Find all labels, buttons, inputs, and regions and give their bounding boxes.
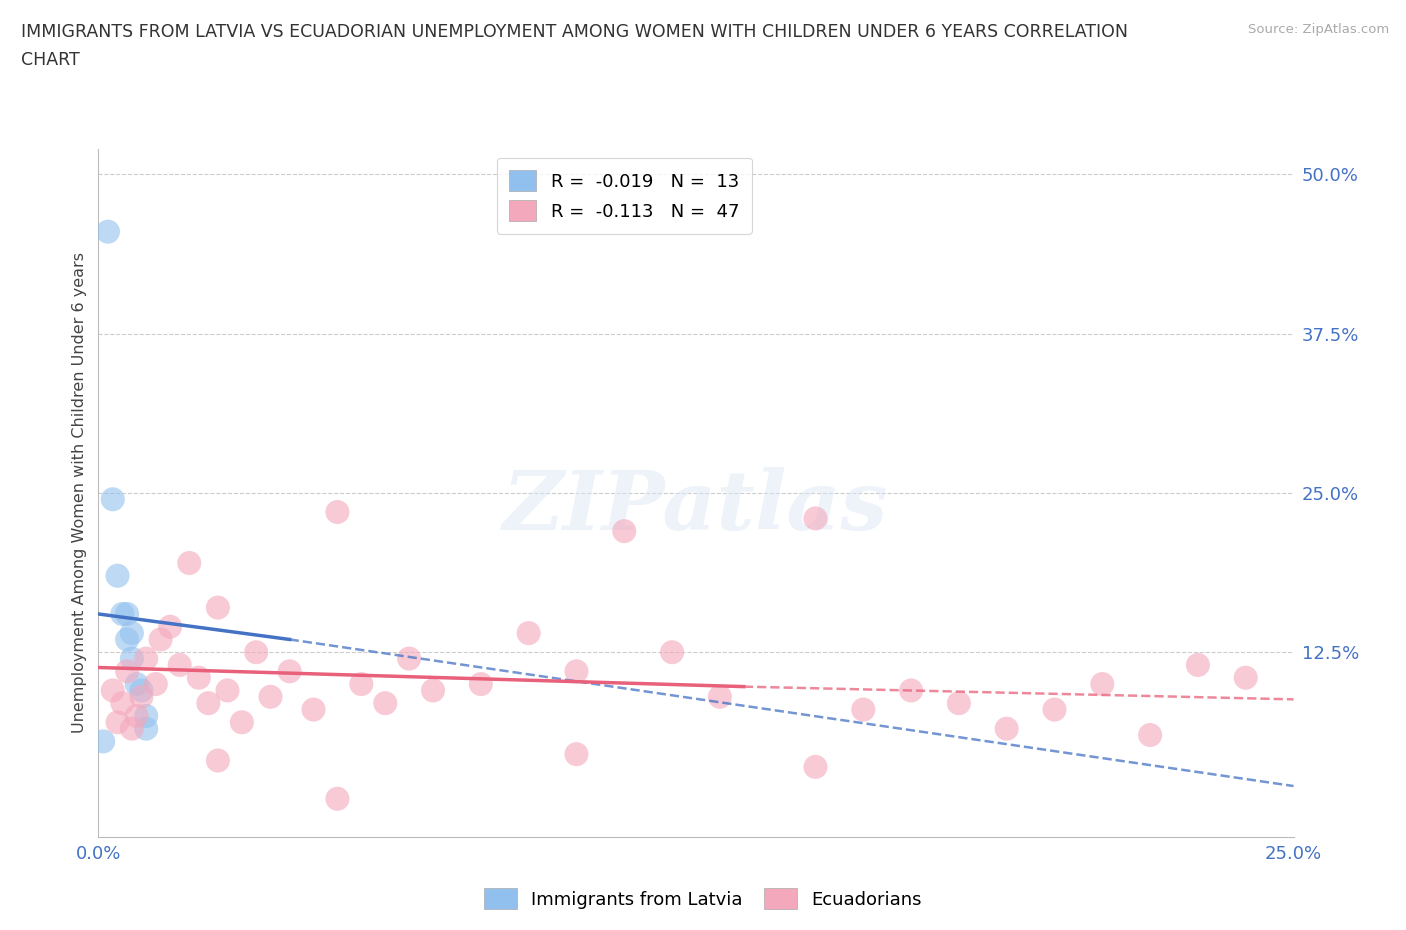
Point <box>852 702 875 717</box>
Point <box>121 626 143 641</box>
Point <box>613 524 636 538</box>
Text: Source: ZipAtlas.com: Source: ZipAtlas.com <box>1249 23 1389 36</box>
Point <box>900 683 922 698</box>
Legend: Immigrants from Latvia, Ecuadorians: Immigrants from Latvia, Ecuadorians <box>477 881 929 916</box>
Point <box>709 689 731 704</box>
Point <box>121 651 143 666</box>
Point <box>91 734 114 749</box>
Point <box>111 696 134 711</box>
Point <box>159 619 181 634</box>
Point <box>115 664 138 679</box>
Point <box>121 722 143 737</box>
Point <box>207 753 229 768</box>
Point <box>326 505 349 520</box>
Point <box>135 722 157 737</box>
Point <box>187 671 209 685</box>
Point <box>565 664 588 679</box>
Point <box>398 651 420 666</box>
Point <box>131 689 153 704</box>
Point <box>169 658 191 672</box>
Point <box>207 600 229 615</box>
Legend: R =  -0.019   N =  13, R =  -0.113   N =  47: R = -0.019 N = 13, R = -0.113 N = 47 <box>496 158 752 233</box>
Point <box>804 511 827 525</box>
Point <box>149 632 172 647</box>
Point <box>179 555 201 570</box>
Point <box>231 715 253 730</box>
Point <box>995 722 1018 737</box>
Point <box>125 709 148 724</box>
Point <box>661 644 683 659</box>
Point <box>135 709 157 724</box>
Point <box>470 677 492 692</box>
Point <box>278 664 301 679</box>
Point <box>107 715 129 730</box>
Point <box>565 747 588 762</box>
Y-axis label: Unemployment Among Women with Children Under 6 years: Unemployment Among Women with Children U… <box>72 252 87 734</box>
Point <box>111 606 134 621</box>
Point <box>422 683 444 698</box>
Point <box>1139 727 1161 742</box>
Point <box>804 760 827 775</box>
Point <box>131 683 153 698</box>
Text: IMMIGRANTS FROM LATVIA VS ECUADORIAN UNEMPLOYMENT AMONG WOMEN WITH CHILDREN UNDE: IMMIGRANTS FROM LATVIA VS ECUADORIAN UNE… <box>21 23 1128 41</box>
Point <box>517 626 540 641</box>
Point <box>245 644 267 659</box>
Point <box>259 689 281 704</box>
Point <box>125 677 148 692</box>
Point <box>115 632 138 647</box>
Point <box>115 606 138 621</box>
Point <box>101 683 124 698</box>
Point <box>1234 671 1257 685</box>
Point <box>97 224 120 239</box>
Point <box>217 683 239 698</box>
Point <box>1187 658 1209 672</box>
Point <box>101 492 124 507</box>
Point <box>326 791 349 806</box>
Text: CHART: CHART <box>21 51 80 69</box>
Point <box>1091 677 1114 692</box>
Point <box>135 651 157 666</box>
Point <box>107 568 129 583</box>
Point <box>948 696 970 711</box>
Point <box>1043 702 1066 717</box>
Point <box>197 696 219 711</box>
Point <box>374 696 396 711</box>
Point <box>350 677 373 692</box>
Point <box>145 677 167 692</box>
Text: ZIPatlas: ZIPatlas <box>503 467 889 547</box>
Point <box>302 702 325 717</box>
